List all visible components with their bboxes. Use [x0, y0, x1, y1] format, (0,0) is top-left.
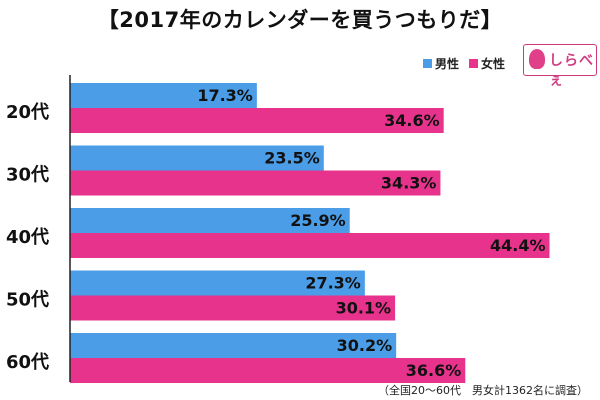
data-label: 30.1% [336, 299, 392, 318]
bar-female [70, 233, 550, 258]
legend-swatch-female [469, 59, 479, 68]
category-label: 40代 [6, 227, 49, 248]
category-label: 30代 [6, 165, 49, 186]
bar-male [70, 333, 397, 358]
bar-male [70, 83, 257, 108]
chart-title: 【2017年のカレンダーを買うつもりだ】 [97, 8, 503, 32]
data-label: 25.9% [290, 211, 346, 230]
bar-female [70, 358, 466, 383]
data-label: 23.5% [264, 149, 320, 168]
bar-female [70, 108, 444, 133]
legend-item-female: 女性 [469, 55, 505, 72]
bar-female [70, 170, 441, 196]
legend: 男性 女性 [423, 55, 505, 72]
bar-male [70, 270, 365, 296]
logo-mark-icon [529, 49, 545, 69]
data-label: 34.6% [384, 111, 440, 130]
category-label: 60代 [6, 352, 49, 373]
category-label: 50代 [6, 290, 49, 311]
data-label: 34.3% [381, 174, 437, 193]
category-label: 20代 [6, 102, 49, 123]
bar-male [70, 145, 324, 171]
brand-logo: しらべぇ [523, 44, 597, 89]
data-label: 17.3% [197, 86, 253, 105]
data-label: 44.4% [490, 236, 546, 255]
data-label: 27.3% [305, 274, 361, 293]
legend-item-male: 男性 [423, 55, 459, 72]
legend-label-male: 男性 [435, 57, 460, 71]
legend-swatch-male [423, 59, 432, 68]
footnote: （全国20〜60代 男女計1362名に調査） [378, 384, 588, 397]
bar-male [70, 208, 350, 233]
logo-wordmark: しらべぇ [549, 53, 594, 89]
data-label: 36.6% [406, 361, 462, 380]
legend-label-female: 女性 [481, 57, 506, 71]
data-label: 30.2% [337, 336, 393, 355]
bar-female [70, 295, 396, 321]
